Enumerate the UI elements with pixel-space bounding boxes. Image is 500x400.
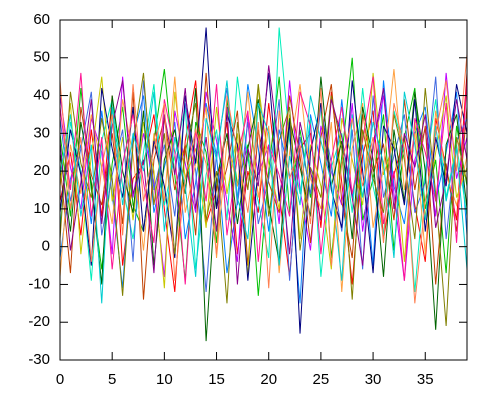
x-tick-label: 25	[313, 371, 330, 388]
y-tick-label: -20	[28, 313, 50, 330]
series-line	[59, 80, 468, 304]
y-tick-label: 60	[33, 11, 50, 28]
y-tick-label: 10	[33, 200, 50, 217]
x-tick-label: 5	[108, 371, 116, 388]
x-tick-label: 20	[260, 371, 277, 388]
y-tick-label: 20	[33, 162, 50, 179]
x-tick-label: 10	[156, 371, 173, 388]
y-tick-label: 50	[33, 49, 50, 66]
y-tick-label: 0	[42, 238, 50, 255]
y-tick-label: 30	[33, 124, 50, 141]
x-tick-label: 0	[56, 371, 64, 388]
plot-border	[59, 19, 468, 361]
y-tick-label: -10	[28, 275, 50, 292]
x-tick-label: 15	[208, 371, 225, 388]
series-line	[59, 69, 468, 293]
x-tick-label: 35	[417, 371, 434, 388]
y-tick-label: 40	[33, 87, 50, 104]
x-tick-label: 30	[365, 371, 382, 388]
series-line	[59, 53, 468, 304]
y-tick-label: -30	[28, 351, 50, 368]
series-line	[59, 72, 468, 327]
plot-lines	[59, 27, 468, 342]
